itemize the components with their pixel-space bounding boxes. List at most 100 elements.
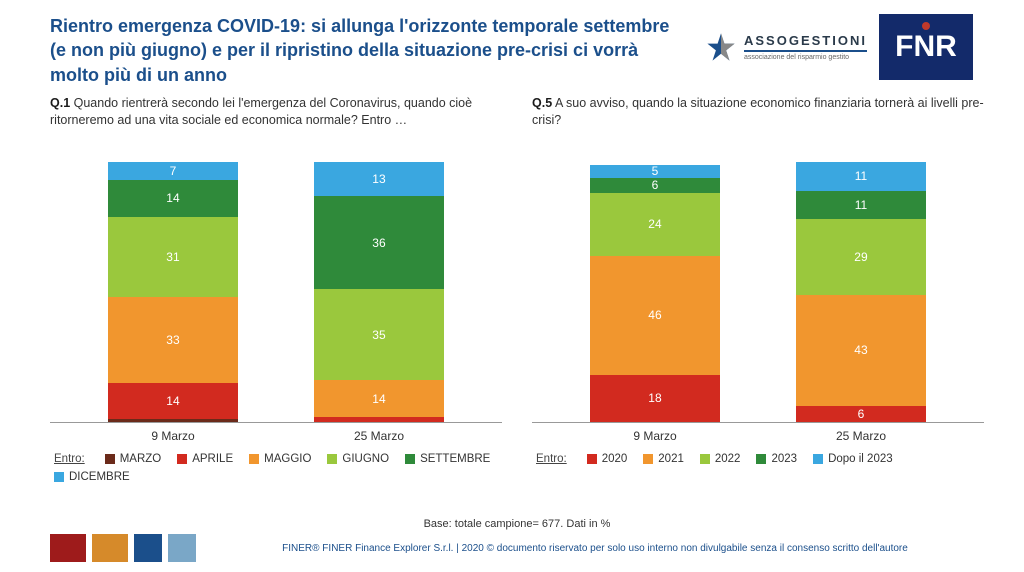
question-q5: Q.5 A suo avviso, quando la situazione e…: [532, 95, 984, 149]
footer-logos: [50, 534, 196, 562]
assogestioni-logo: ASSOGESTIONI associazione del risparmio …: [704, 30, 867, 64]
chart-panel-q5: Q.5 A suo avviso, quando la situazione e…: [532, 95, 984, 483]
charts-row: Q.1 Quando rientrerà secondo lei l'emerg…: [0, 95, 1024, 483]
legend-label-text: DICEMBRE: [69, 471, 130, 483]
bar-segment-aprile: [314, 417, 444, 422]
legend-swatch: [756, 454, 766, 464]
dot-icon: [922, 22, 930, 30]
legend-swatch: [587, 454, 597, 464]
bar-segment-settembre: 36: [314, 196, 444, 290]
stacked-bar: 143331147: [108, 162, 238, 422]
legend-swatch: [643, 454, 653, 464]
legend-item-maggio: MAGGIO: [249, 453, 311, 465]
footer-badge: [50, 534, 86, 562]
legend-label-text: MARZO: [120, 453, 162, 465]
legend-item-y2023: 2023: [756, 453, 797, 465]
divider: [744, 50, 867, 52]
legend-label-text: SETTEMBRE: [420, 453, 490, 465]
xaxis-label: 9 Marzo: [80, 429, 265, 443]
bar-segment-y2023: 11: [796, 191, 926, 220]
bar-segment-marzo: [108, 419, 238, 422]
question-text: Quando rientrerà secondo lei l'emergenza…: [50, 96, 472, 128]
stacked-bar: 14353613: [314, 162, 444, 422]
bar-segment-y2020: 6: [796, 406, 926, 422]
plot-area-q1: 14333114714353613: [50, 163, 502, 423]
footer-badge: [92, 534, 128, 562]
legend-title: Entro:: [536, 453, 567, 465]
question-q1: Q.1 Quando rientrerà secondo lei l'emerg…: [50, 95, 502, 149]
legend-swatch: [105, 454, 115, 464]
legend-item-dopo2023: Dopo il 2023: [813, 453, 893, 465]
bar-group: 143331147: [80, 162, 265, 422]
legend-swatch: [327, 454, 337, 464]
legend-item-y2022: 2022: [700, 453, 741, 465]
xaxis-label: 25 Marzo: [286, 429, 471, 443]
question-text: A suo avviso, quando la situazione econo…: [532, 96, 984, 128]
assogestioni-sub: associazione del risparmio gestito: [744, 54, 849, 61]
bar-segment-y2021: 46: [590, 256, 720, 376]
bar-segment-y2023: 6: [590, 178, 720, 194]
legend-label-text: MAGGIO: [264, 453, 311, 465]
legend-label-text: APRILE: [192, 453, 233, 465]
legend-item-giugno: GIUGNO: [327, 453, 389, 465]
legend-label-text: Dopo il 2023: [828, 453, 893, 465]
legend-label-text: 2020: [602, 453, 628, 465]
legend-item-marzo: MARZO: [105, 453, 162, 465]
bar-segment-giugno: 31: [108, 217, 238, 298]
footer-badge: [168, 534, 196, 562]
legend-swatch: [54, 472, 64, 482]
legend-item-y2020: 2020: [587, 453, 628, 465]
page-title: Rientro emergenza COVID-19: si allunga l…: [50, 14, 690, 87]
legend-item-settembre: SETTEMBRE: [405, 453, 490, 465]
copyright: FINER® FINER Finance Explorer S.r.l. | 2…: [206, 543, 984, 554]
bar-segment-y2022: 24: [590, 193, 720, 255]
star-icon: [704, 30, 738, 64]
legend-item-y2021: 2021: [643, 453, 684, 465]
bar-segment-settembre: 14: [108, 180, 238, 216]
question-prefix: Q.5: [532, 96, 552, 110]
xaxis-label: 9 Marzo: [562, 429, 747, 443]
bar-segment-dicembre: 13: [314, 162, 444, 196]
bar-segment-y2021: 43: [796, 295, 926, 407]
bar-segment-dicembre: 7: [108, 162, 238, 180]
legend-swatch: [813, 454, 823, 464]
logo-group: ASSOGESTIONI associazione del risparmio …: [704, 14, 973, 80]
legend-swatch: [700, 454, 710, 464]
xaxis-q1: 9 Marzo 25 Marzo: [50, 423, 502, 453]
footer-badge: [134, 534, 162, 562]
fnr-logo: FNR: [879, 14, 973, 80]
legend-swatch: [249, 454, 259, 464]
bar-segment-y2022: 29: [796, 219, 926, 294]
question-prefix: Q.1: [50, 96, 70, 110]
legend-q5: Entro: 2020 2021 2022 2023 Dopo il 2023: [532, 453, 984, 465]
legend-label-text: 2022: [715, 453, 741, 465]
legend-label-text: 2023: [771, 453, 797, 465]
legend-q1: Entro: MARZO APRILE MAGGIO GIUGNO SETTEMBRE D…: [50, 453, 502, 483]
bar-group: 643291111: [768, 162, 953, 422]
chart-panel-q1: Q.1 Quando rientrerà secondo lei l'emerg…: [50, 95, 502, 483]
base-note: Base: totale campione= 677. Dati in %: [50, 518, 984, 530]
bar-group: 18462465: [562, 165, 747, 422]
bar-segment-y2020: 18: [590, 375, 720, 422]
legend-item-dicembre: DICEMBRE: [54, 471, 130, 483]
bar-group: 14353613: [286, 162, 471, 422]
legend-label-text: 2021: [658, 453, 684, 465]
bar-segment-maggio: 14: [314, 380, 444, 416]
legend-item-aprile: APRILE: [177, 453, 233, 465]
bar-segment-maggio: 33: [108, 297, 238, 383]
legend-label-text: GIUGNO: [342, 453, 389, 465]
bar-segment-aprile: 14: [108, 383, 238, 419]
header: Rientro emergenza COVID-19: si allunga l…: [0, 0, 1024, 95]
bar-segment-dopo2023: 11: [796, 162, 926, 191]
bar-segment-dopo2023: 5: [590, 165, 720, 178]
footer-row: FINER® FINER Finance Explorer S.r.l. | 2…: [50, 534, 984, 562]
xaxis-label: 25 Marzo: [768, 429, 953, 443]
assogestioni-label: ASSOGESTIONI: [744, 33, 867, 48]
xaxis-q5: 9 Marzo 25 Marzo: [532, 423, 984, 453]
legend-swatch: [405, 454, 415, 464]
plot-area-q5: 18462465643291111: [532, 163, 984, 423]
footer: Base: totale campione= 677. Dati in % FI…: [0, 518, 1024, 562]
legend-title: Entro:: [54, 453, 85, 465]
fnr-label: FNR: [895, 30, 957, 64]
stacked-bar: 643291111: [796, 162, 926, 422]
